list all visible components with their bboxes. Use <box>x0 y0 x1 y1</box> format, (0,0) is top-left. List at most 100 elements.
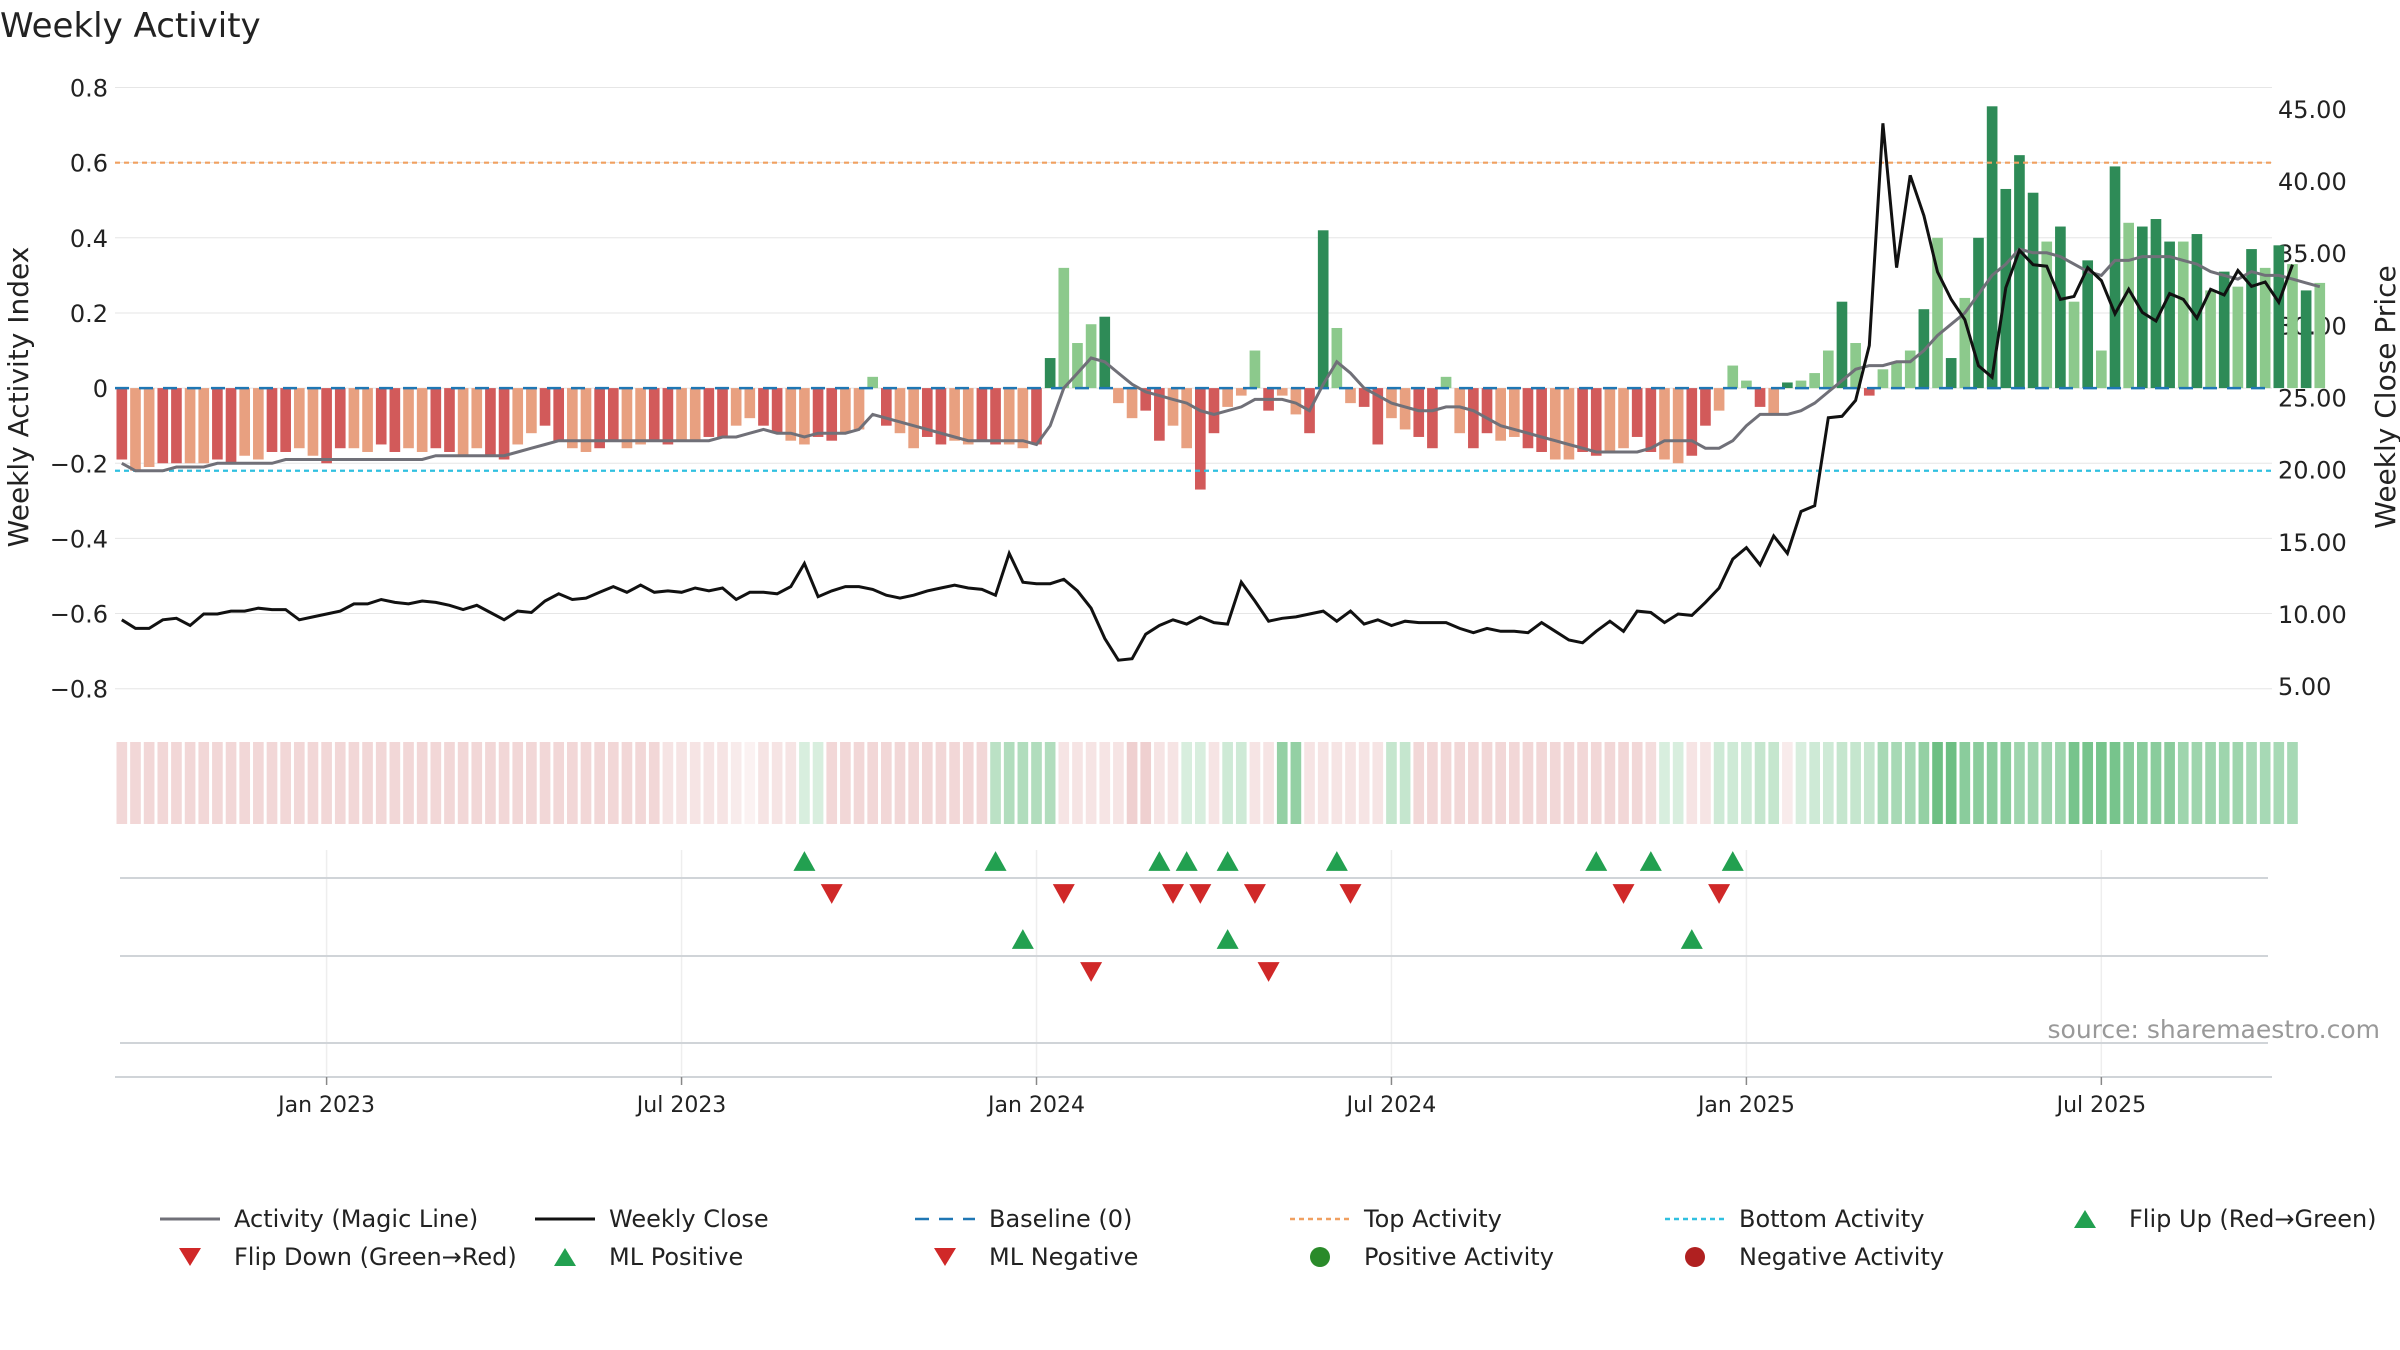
heat-strip-cell <box>703 742 715 824</box>
legend-item: Top Activity <box>1290 1205 1502 1233</box>
heat-strip-cell <box>430 742 442 824</box>
x-tick-label: Jul 2023 <box>635 1093 727 1118</box>
legend-item: ML Positive <box>535 1243 743 1271</box>
heat-strip-cell <box>1536 742 1547 824</box>
heat-strip-cell <box>881 742 892 824</box>
heat-strip-cell <box>949 742 960 824</box>
activity-bar <box>2068 301 2080 389</box>
activity-bar <box>676 388 687 441</box>
heat-strip-cell <box>662 742 674 824</box>
heat-strip-cell <box>976 742 988 824</box>
activity-bar <box>976 388 988 441</box>
heat-strip-cell <box>1904 742 1916 824</box>
heat-strip-cell <box>840 742 851 824</box>
y2-tick-label: 25.00 <box>2278 385 2347 413</box>
activity-bar <box>485 388 496 456</box>
heat-strip-cell <box>1345 742 1356 824</box>
heat-strip-cell <box>212 742 223 824</box>
flip-up-marker <box>793 851 816 871</box>
heat-strip-cell <box>1263 742 1274 824</box>
activity-bar <box>444 388 455 452</box>
activity-bar <box>2232 286 2244 389</box>
heat-strip-cell <box>2014 742 2025 824</box>
heat-strip-cell <box>1863 742 1875 824</box>
activity-bar <box>1659 388 1670 460</box>
activity-bar <box>239 388 251 456</box>
heat-strip-cell <box>1085 742 1097 824</box>
legend-row: Flip Down (Green→Red) ML Positive ML Negat… <box>160 1243 2380 1281</box>
activity-bar <box>526 388 537 434</box>
heat-strip-cell <box>239 742 251 824</box>
legend-label: Flip Down (Green→Red) <box>234 1243 517 1271</box>
heat-strip-cell <box>457 742 469 824</box>
activity-bar <box>348 388 360 449</box>
heat-strip-cell <box>498 742 510 824</box>
y2-tick-label: 15.00 <box>2278 529 2347 557</box>
activity-bar <box>1345 388 1356 404</box>
heat-strip-cell <box>1304 742 1315 824</box>
heat-strip-cell <box>1017 742 1029 824</box>
activity-bar <box>1618 388 1629 449</box>
activity-bar <box>1727 365 1739 389</box>
activity-bar <box>2096 350 2107 389</box>
heat-strip-cell <box>1126 742 1138 824</box>
heat-strip-cell <box>1181 742 1192 824</box>
activity-bar <box>1481 388 1493 434</box>
heat-strip-cell <box>553 742 565 824</box>
heat-strip-cell <box>2232 742 2244 824</box>
activity-bar <box>990 388 1001 445</box>
activity-bar <box>2314 282 2326 389</box>
heat-strip-cell <box>1167 742 1179 824</box>
heat-strip-cell <box>1768 742 1780 824</box>
activity-bar <box>157 388 169 464</box>
activity-bar <box>375 388 387 445</box>
activity-bar <box>840 388 851 434</box>
heat-strip-cell <box>1645 742 1657 824</box>
heat-strip-cell <box>1454 742 1466 824</box>
activity-bar <box>1645 388 1657 452</box>
weekly-close-line <box>121 123 2294 662</box>
activity-bar <box>1372 388 1384 445</box>
activity-bar <box>703 388 715 437</box>
flip-up-marker <box>984 851 1007 871</box>
heat-strip-cell <box>2096 742 2107 824</box>
activity-bar <box>1208 388 1220 434</box>
heat-strip-cell <box>962 742 974 824</box>
activity-bar <box>334 388 346 449</box>
activity-bar <box>130 388 141 471</box>
heat-strip-cell <box>485 742 496 824</box>
legend-row: Activity (Magic Line) Weekly Close Baselin… <box>160 1205 2380 1243</box>
activity-bar <box>2150 219 2162 389</box>
ml-negative-marker <box>1257 962 1280 982</box>
y2-tick-label: 20.00 <box>2278 457 2347 485</box>
flip-up-marker <box>1721 851 1744 871</box>
legend-label: Negative Activity <box>1739 1243 1945 1271</box>
activity-bar <box>1454 388 1466 434</box>
activity-bar <box>1904 350 1916 389</box>
heat-strip-cell <box>621 742 633 824</box>
activity-bar <box>539 388 551 426</box>
flip-down-marker <box>1189 884 1212 904</box>
heat-strip-cell <box>471 742 483 824</box>
activity-bar <box>1195 388 1206 490</box>
heat-strip-cell <box>758 742 769 824</box>
heat-strip-cell <box>1113 742 1124 824</box>
legend-label: Flip Up (Red→Green) <box>2129 1205 2377 1233</box>
heat-strip-cell <box>1877 742 1889 824</box>
legend-marker <box>554 1248 576 1266</box>
legend-label: Bottom Activity <box>1739 1205 1925 1233</box>
activity-bar <box>1399 388 1411 430</box>
legend-item: Positive Activity <box>1290 1243 1554 1271</box>
heat-strip-cell <box>2259 742 2271 824</box>
activity-bar <box>403 388 414 449</box>
heat-strip-cell <box>580 742 592 824</box>
heat-strip-cell <box>1945 742 1957 824</box>
heat-strip-cell <box>2218 742 2230 824</box>
heat-strip-cell <box>444 742 455 824</box>
y-tick-label: 0.4 <box>70 225 108 253</box>
activity-bar <box>648 388 660 441</box>
activity-bar <box>785 388 797 441</box>
activity-bar <box>881 388 892 426</box>
activity-bar <box>1495 388 1506 441</box>
activity-bar <box>1795 380 1807 389</box>
